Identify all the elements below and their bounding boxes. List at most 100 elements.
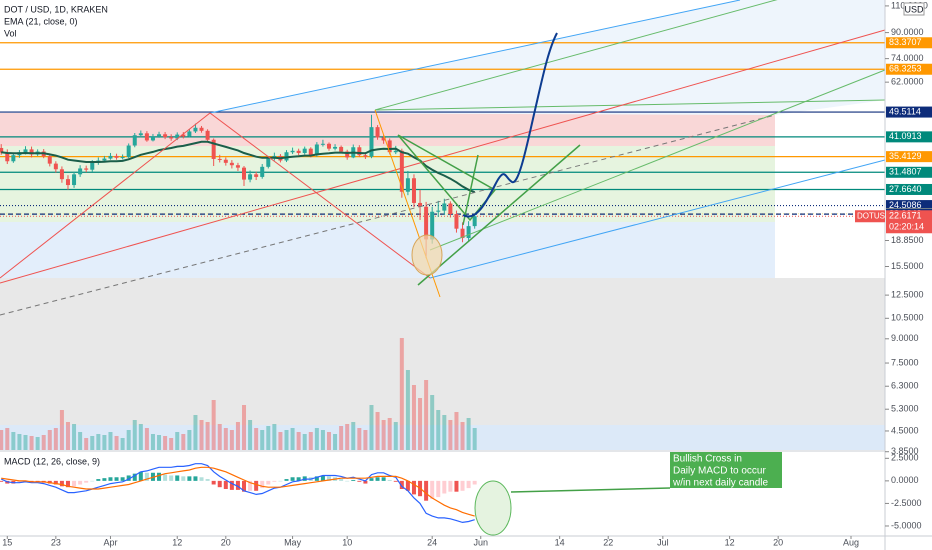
volume-bar: [448, 420, 453, 450]
highlight-circle: [411, 234, 443, 276]
level-label-box: [886, 166, 932, 178]
volume-bar: [132, 420, 137, 450]
candle-body: [11, 155, 16, 162]
macd-histogram-bar: [90, 480, 95, 482]
macd-histogram-bar: [217, 480, 222, 488]
macd-histogram-bar: [120, 477, 125, 481]
y-tick-label: 12.5000: [891, 289, 924, 299]
macd-histogram-bar: [448, 480, 453, 492]
x-tick-label: 10: [342, 537, 352, 547]
macd-histogram-bar: [84, 480, 89, 483]
candle-body: [290, 150, 295, 153]
zone: [0, 425, 885, 450]
volume-bar: [387, 418, 392, 450]
volume-bar: [242, 405, 247, 450]
candle-body: [108, 155, 113, 159]
macd-histogram-bar: [296, 477, 301, 481]
volume-bar: [114, 436, 119, 450]
volume-bar: [320, 430, 325, 450]
macd-histogram-bar: [399, 480, 404, 489]
volume-bar: [260, 430, 265, 450]
macd-histogram-bar: [284, 479, 289, 481]
candle-body: [199, 127, 204, 131]
candle-body: [308, 148, 313, 156]
volume-bar: [0, 430, 4, 450]
macd-histogram-bar: [138, 471, 143, 481]
trend-line: [429, 159, 886, 279]
candle-body: [345, 151, 350, 158]
candle-body: [138, 133, 143, 136]
x-tick-label: 14: [555, 537, 565, 547]
volume-bar: [333, 434, 338, 450]
candle-body: [314, 144, 319, 156]
candle-body: [157, 134, 162, 137]
macd-histogram-bar: [436, 480, 441, 498]
current-name: DOTUSD: [857, 211, 891, 220]
candle-body: [102, 158, 107, 161]
volume-bar: [41, 435, 46, 450]
candle-body: [126, 145, 131, 158]
candle-body: [442, 203, 447, 211]
volume-bar: [169, 438, 174, 450]
candle-body: [326, 143, 331, 149]
candle-body: [181, 134, 186, 137]
current-name-box: [855, 210, 885, 223]
y-tick-label: 4.5000: [891, 425, 919, 435]
signal-line: [1, 466, 475, 517]
volume-bar: [229, 430, 234, 450]
volume-bar: [108, 432, 113, 450]
volume-bar: [150, 434, 155, 450]
volume-bar: [418, 398, 423, 450]
y-tick-label: 74.0000: [891, 53, 924, 63]
candle-body: [296, 150, 301, 153]
volume-bar: [345, 424, 350, 450]
macd-drawings: [474, 452, 782, 536]
level-label-box: [886, 131, 932, 143]
y-tick-label: 2.5000: [891, 453, 919, 463]
candle-body: [163, 134, 168, 138]
volume-bar: [454, 412, 459, 450]
macd-histogram-bar: [175, 475, 180, 481]
volume-bar: [126, 430, 131, 450]
volume-bar: [217, 424, 222, 450]
y-tick-label: 6.3000: [891, 381, 919, 391]
chart-title: DOT / USD, 1D, KRAKEN: [4, 4, 108, 14]
macd-histogram-bar: [114, 477, 119, 481]
trend-line: [417, 144, 581, 286]
volume-bar: [138, 424, 143, 450]
candle-body: [90, 162, 95, 170]
candle-body: [150, 136, 155, 141]
trend-line: [209, 112, 431, 279]
macd-histogram-bar: [211, 480, 216, 485]
callout-box: [670, 452, 782, 488]
level-label: 49.5114: [889, 106, 921, 116]
candle-body: [405, 178, 410, 192]
candle-body: [229, 162, 234, 166]
macd-histogram-bar: [187, 476, 192, 481]
y-tick-label: 3.8500: [891, 446, 919, 456]
ema-line: [1, 140, 476, 194]
volume-bar: [278, 432, 283, 450]
volume-bar: [211, 400, 216, 450]
candle-body: [430, 211, 435, 240]
volume-bar: [266, 426, 271, 450]
candle-body: [193, 127, 198, 132]
trend-line: [429, 69, 886, 251]
macd-histogram-bar: [466, 480, 471, 489]
candle-body: [424, 206, 429, 240]
macd-histogram-bar: [411, 480, 416, 495]
macd-histogram-bar: [314, 476, 319, 481]
volume-bar: [381, 420, 386, 450]
trend-line: [0, 112, 211, 279]
trend-line: [0, 114, 776, 316]
candle-body: [47, 156, 52, 164]
macd-histogram-bar: [320, 475, 325, 481]
candle-body: [114, 155, 119, 158]
volume-bar: [120, 438, 125, 450]
macd-histogram-bar: [193, 476, 198, 481]
macd-histogram-bar: [181, 476, 186, 481]
trend-line: [0, 29, 886, 284]
zone: [0, 113, 775, 146]
macd-histogram-bar: [53, 480, 58, 485]
indicator-label: MACD (12, 26, close, 9): [4, 456, 100, 466]
